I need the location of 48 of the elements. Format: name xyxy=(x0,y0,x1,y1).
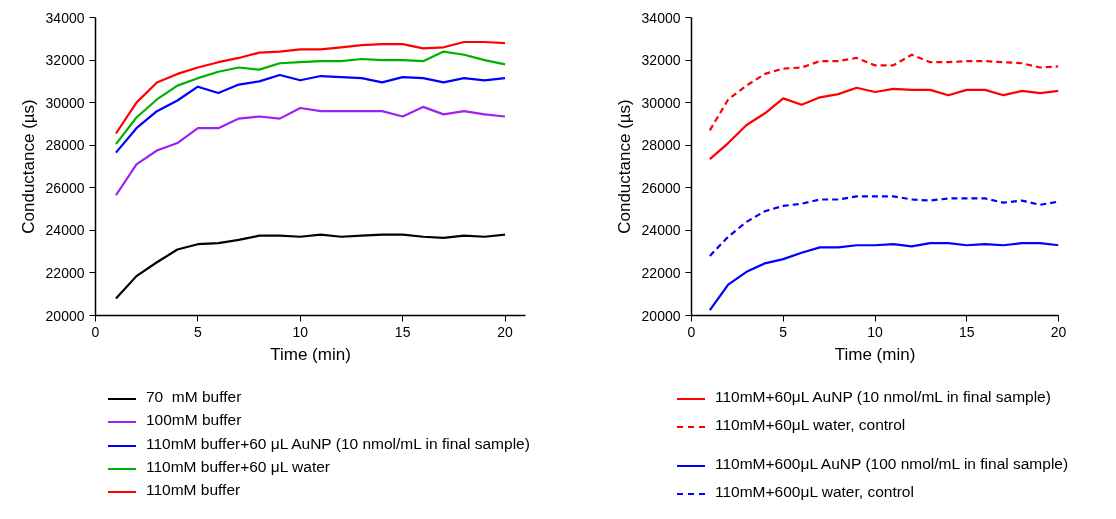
x-axis-title: Time (min) xyxy=(834,344,916,364)
legend-label: 110mM buffer+60 μL water xyxy=(146,458,330,475)
legend-label: 70 mM buffer xyxy=(146,388,242,405)
y-tick-label: 30000 xyxy=(641,94,681,111)
line-series xyxy=(114,105,507,197)
y-tick-label: 28000 xyxy=(641,137,681,154)
y-tick-label: 34000 xyxy=(641,9,681,26)
x-tick-label: 20 xyxy=(1050,323,1067,340)
x-axis-title: Time (min) xyxy=(270,344,351,364)
y-tick-label: 32000 xyxy=(45,52,85,69)
y-tick-label: 24000 xyxy=(641,222,681,239)
line-series xyxy=(708,242,1059,312)
legend-label: 110mM+60μL water, control xyxy=(715,416,906,433)
x-tick-label: 20 xyxy=(497,323,514,340)
legend-label: 110mM buffer xyxy=(146,481,241,498)
line-series xyxy=(114,73,507,154)
y-axis-title: Conductance (µs) xyxy=(18,99,38,234)
line-series xyxy=(708,195,1059,257)
legend-label: 110mM+60μL AuNP (10 nmol/mL in final sample) xyxy=(715,388,1051,405)
legend-label: 110mM buffer+60 μL AuNP (10 nmol/mL in final sample) xyxy=(146,435,530,452)
line-series xyxy=(708,86,1059,161)
x-tick-label: 10 xyxy=(292,323,309,340)
y-tick-label: 22000 xyxy=(45,264,85,281)
y-tick-label: 20000 xyxy=(45,307,85,324)
x-tick-label: 5 xyxy=(193,323,202,340)
x-tick-label: 15 xyxy=(958,323,975,340)
y-tick-label: 32000 xyxy=(641,52,681,69)
y-tick-label: 24000 xyxy=(45,222,85,239)
line-series xyxy=(114,233,507,300)
y-tick-label: 26000 xyxy=(45,179,85,196)
line-series xyxy=(708,53,1059,132)
y-tick-label: 22000 xyxy=(641,264,681,281)
x-tick-label: 10 xyxy=(867,323,883,340)
line-series xyxy=(114,50,507,146)
x-tick-label: 15 xyxy=(394,323,411,340)
x-tick-label: 0 xyxy=(91,323,100,340)
x-tick-label: 5 xyxy=(779,323,788,340)
y-tick-label: 20000 xyxy=(641,307,681,324)
y-tick-label: 34000 xyxy=(45,9,85,26)
y-tick-label: 28000 xyxy=(45,137,85,154)
legend-label: 110mM+600μL AuNP (100 nmol/mL in final sample) xyxy=(715,455,1069,472)
y-tick-label: 26000 xyxy=(641,179,681,196)
y-tick-label: 30000 xyxy=(45,94,85,111)
x-tick-label: 0 xyxy=(687,323,696,340)
line-series xyxy=(114,40,507,135)
legend-label: 100mM buffer xyxy=(146,411,242,428)
y-axis-title: Conductance (µs) xyxy=(614,99,634,234)
legend-label: 110mM+600μL water, control xyxy=(715,483,914,500)
